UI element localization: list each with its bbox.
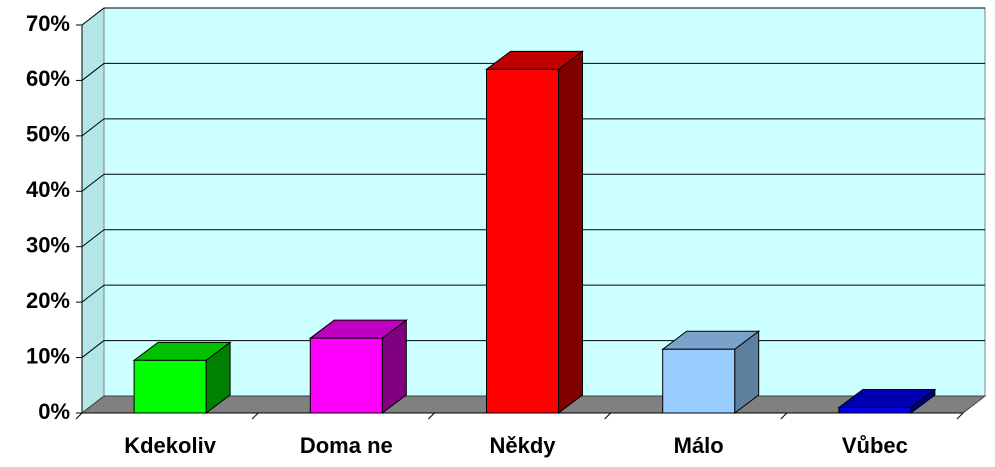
y-tick-label: 70% (26, 11, 70, 36)
y-tick-label: 60% (26, 66, 70, 91)
category-tick (780, 412, 788, 420)
y-tick-label: 40% (26, 177, 70, 202)
grid-line (81, 173, 105, 192)
side-wall (81, 6, 105, 415)
bar (486, 68, 559, 414)
x-tick-label: Málo (674, 433, 724, 458)
y-tick-label: 30% (26, 233, 70, 258)
grid-line (81, 340, 105, 358)
category-tick (75, 412, 83, 420)
y-tick-label: 20% (26, 288, 70, 313)
category-tick (956, 412, 964, 420)
x-tick-label: Doma ne (300, 433, 393, 458)
bar (309, 337, 383, 414)
grid-line (81, 63, 105, 81)
grid-line (81, 118, 105, 137)
y-tick-label: 10% (26, 343, 70, 368)
bar-side (558, 50, 583, 414)
grid-line (81, 7, 105, 26)
grid-line (81, 229, 105, 248)
category-tick (604, 412, 611, 420)
bar (662, 348, 736, 414)
x-tick-label: Vůbec (842, 433, 908, 458)
category-tick (251, 412, 259, 420)
bar (838, 406, 912, 414)
x-tick-label: Kdekoliv (124, 433, 216, 458)
grid-line (81, 284, 105, 303)
bar (133, 359, 207, 414)
category-tick (428, 412, 435, 420)
y-tick-label: 0% (38, 399, 70, 424)
y-tick-label: 50% (26, 122, 70, 147)
x-tick-label: Někdy (489, 433, 556, 458)
